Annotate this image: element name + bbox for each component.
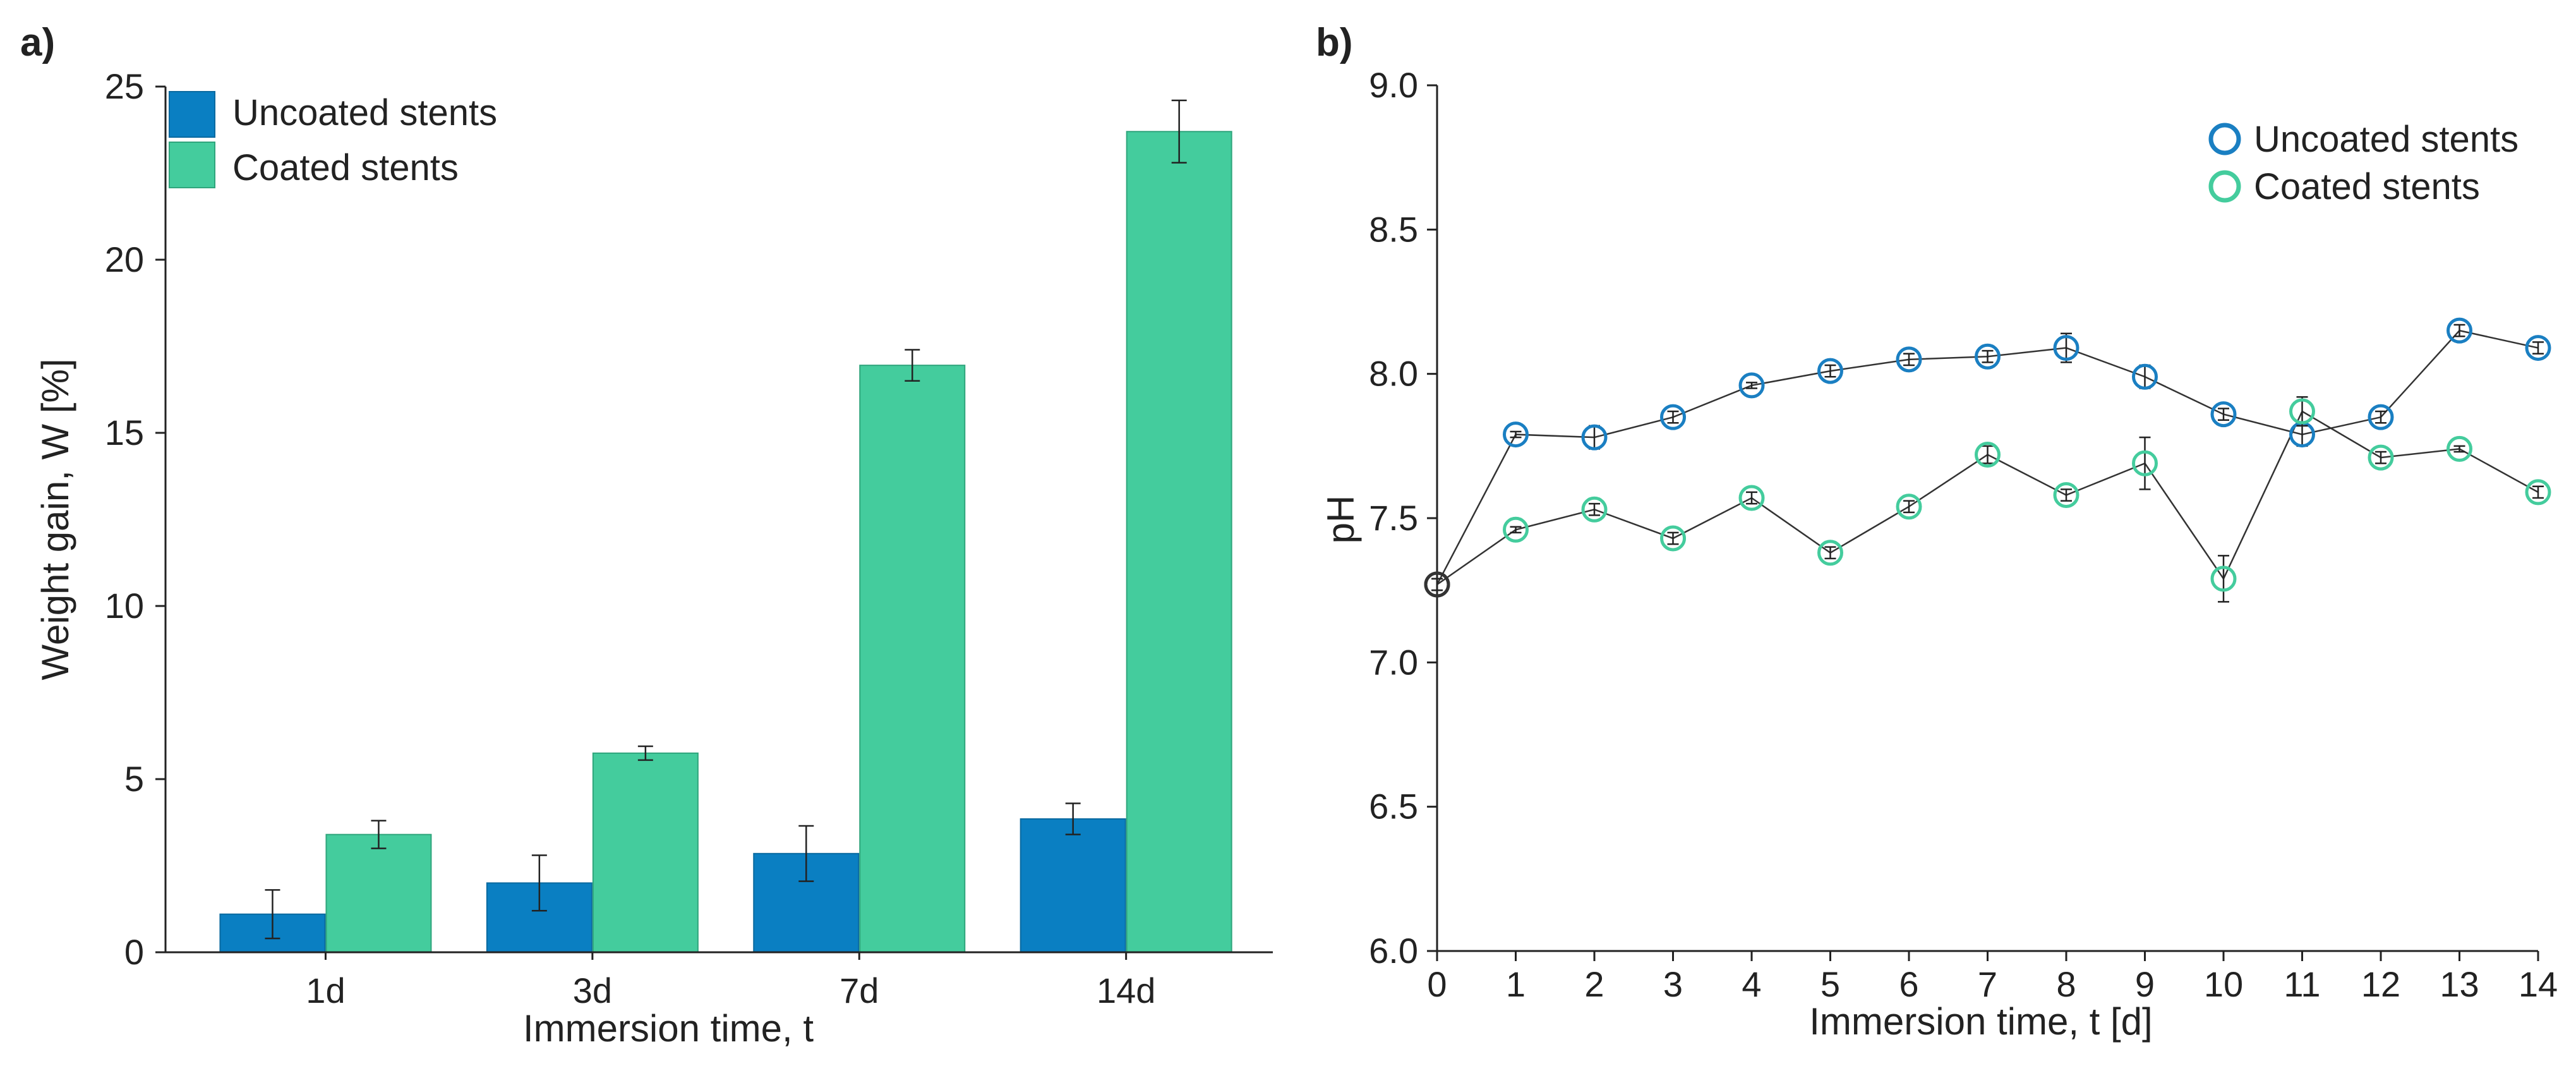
data-point-coated — [2053, 482, 2079, 508]
legend-label-uncoated: Uncoated stents — [232, 92, 497, 133]
y-tick-label: 8.0 — [1369, 354, 1418, 394]
data-point-uncoated — [2053, 335, 2079, 361]
panel-label-a: a) — [20, 21, 55, 64]
legend-swatch-uncoated — [169, 91, 215, 138]
data-point-coated — [2447, 435, 2472, 462]
bar-coated — [325, 833, 432, 954]
bar-coated — [592, 752, 699, 954]
data-point-uncoated — [1503, 421, 1529, 448]
y-tick-label: 6.5 — [1369, 787, 1418, 827]
x-axis-title: Immersion time, t [d] — [1809, 1000, 2152, 1043]
legend: Uncoated stents Coated stents — [2208, 119, 2519, 207]
y-tick-label: 7.0 — [1369, 642, 1418, 682]
data-point-uncoated — [2447, 317, 2472, 344]
data-point-coated — [2132, 450, 2158, 476]
x-tick-label: 8 — [2056, 964, 2076, 1004]
data-point-uncoated — [1581, 424, 1608, 451]
data-point-coated — [1503, 516, 1529, 543]
y-tick-label: 10 — [105, 586, 144, 626]
data-point-uncoated — [2525, 335, 2551, 361]
data-point-uncoated — [2132, 363, 2158, 390]
y-tick-label: 8.5 — [1369, 209, 1418, 249]
series-line-coated — [1436, 410, 2539, 586]
data-point-uncoated — [1738, 372, 1765, 399]
data-point-uncoated — [1896, 346, 1922, 373]
x-tick-label: 7d — [840, 971, 879, 1010]
x-tick-label: 1d — [306, 971, 345, 1010]
x-tick-label: 11 — [2284, 964, 2320, 1004]
x-tick-label: 6 — [1899, 964, 1918, 1004]
data-point-coated — [1817, 540, 1843, 566]
legend-label-coated: Coated stents — [232, 147, 459, 188]
x-tick-label: 2 — [1584, 964, 1604, 1004]
y-tick-label: 0 — [124, 932, 144, 972]
data-point-coated — [1424, 571, 1450, 598]
data-point-coated — [1581, 496, 1608, 523]
panel-label-b: b) — [1316, 21, 1353, 64]
y-axis-title: Weight gain, W [%] — [34, 358, 76, 680]
y-axis-title: pH — [1320, 495, 1362, 544]
y-tick-label: 25 — [105, 66, 144, 106]
data-point-coated — [1896, 494, 1922, 520]
x-tick-label: 9 — [2135, 964, 2155, 1004]
line-chart-panel: b) 6.06.57.07.58.08.59.00 1 2 3 4 5 6 7 8 9 10 11 12… — [1316, 21, 2558, 1043]
legend-marker-uncoated — [2208, 123, 2241, 155]
x-tick-label: 0 — [1427, 964, 1447, 1004]
x-tick-label: 1 — [1506, 964, 1526, 1004]
x-axis-title: Immersion time, t — [523, 1007, 814, 1050]
data-point-coated — [2525, 479, 2551, 506]
x-tick-label: 7 — [1978, 964, 1997, 1004]
x-tick-label: 12 — [2361, 964, 2400, 1004]
y-tick-label: 6.0 — [1369, 931, 1418, 971]
data-point-uncoated — [1660, 404, 1686, 430]
bar-coated — [1126, 131, 1232, 954]
legend-swatch-coated — [169, 142, 215, 188]
x-tick-label: 5 — [1821, 964, 1840, 1004]
data-point-uncoated — [1817, 358, 1843, 384]
bar-uncoated — [1020, 818, 1126, 954]
bar-chart-panel: a) 0 5 10 15 20 25 1d 3d 7d 14d Weight gain, W [%… — [20, 21, 1273, 1050]
y-tick-label: 20 — [105, 239, 144, 279]
y-tick-label: 15 — [105, 413, 144, 452]
y-tick-label: 9.0 — [1369, 65, 1418, 105]
x-tick-label: 14d — [1097, 971, 1155, 1010]
x-tick-label: 4 — [1742, 964, 1761, 1004]
x-tick-label: 14 — [2519, 964, 2558, 1004]
data-point-coated — [1975, 442, 2001, 468]
data-point-coated — [2210, 566, 2237, 592]
data-point-coated — [2368, 444, 2394, 471]
legend-marker-coated — [2208, 170, 2241, 203]
bar-coated — [859, 365, 966, 953]
legend-label-uncoated: Uncoated stents — [2254, 119, 2519, 160]
data-point-coated — [1660, 525, 1686, 552]
data-point-uncoated — [2368, 404, 2394, 430]
x-tick-label: 10 — [2204, 964, 2243, 1004]
data-point-coated — [1738, 485, 1765, 511]
x-tick-label: 3d — [573, 971, 612, 1010]
data-point-uncoated — [2210, 401, 2237, 428]
y-tick-label: 5 — [124, 759, 144, 799]
x-tick-label: 3 — [1663, 964, 1683, 1004]
legend-label-coated: Coated stents — [2254, 166, 2480, 207]
x-tick-label: 13 — [2440, 964, 2479, 1004]
data-point-coated — [2289, 398, 2315, 425]
y-tick-label: 7.5 — [1369, 498, 1418, 538]
legend: Uncoated stents Coated stents — [169, 91, 497, 188]
data-point-uncoated — [1975, 343, 2001, 370]
